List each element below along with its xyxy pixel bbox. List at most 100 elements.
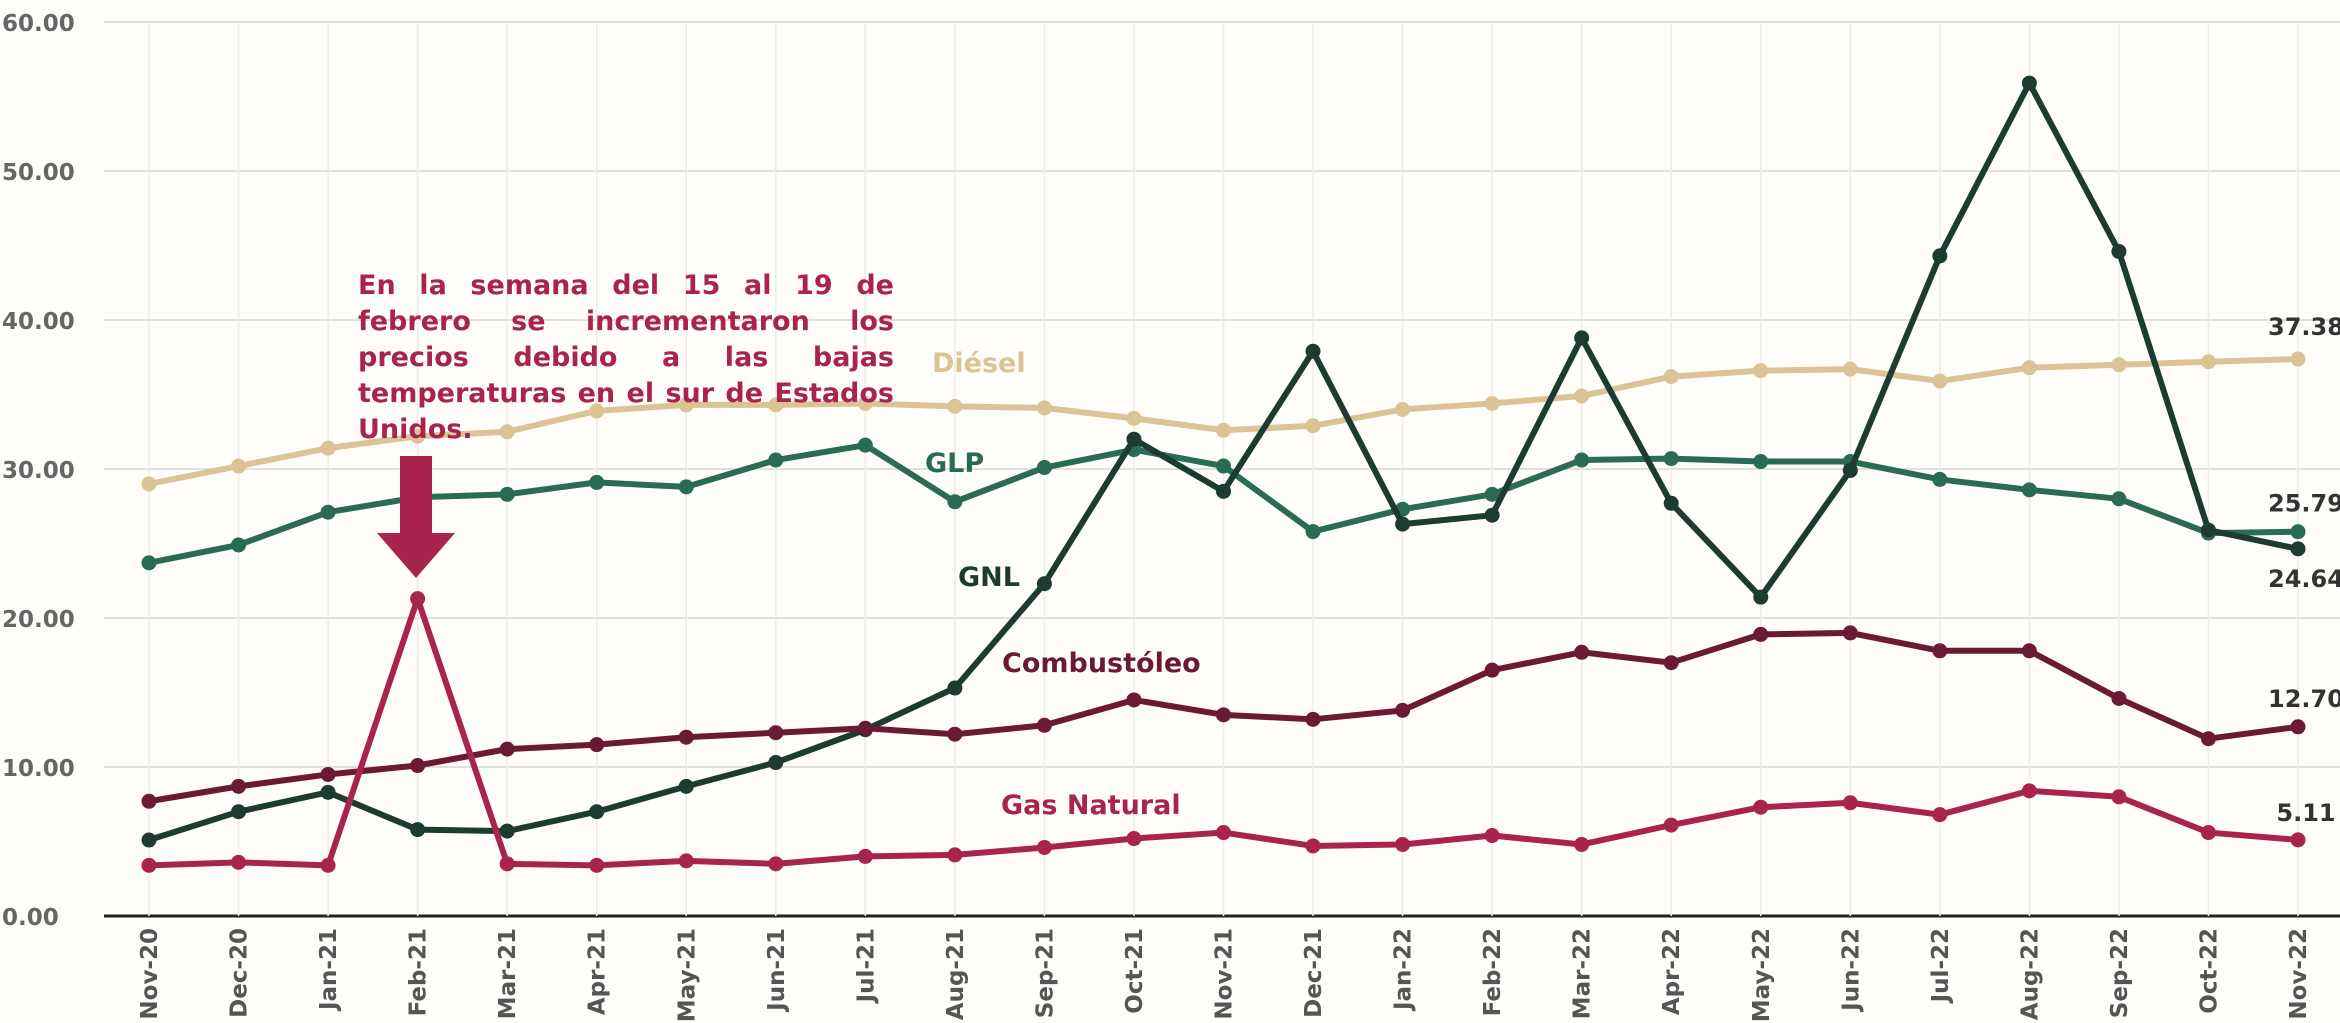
data-point: [1842, 625, 1858, 641]
data-point: [1574, 330, 1590, 346]
data-point: [1305, 418, 1321, 434]
data-point: [678, 479, 694, 495]
data-point: [1932, 248, 1948, 264]
data-point: [2111, 243, 2127, 259]
x-tick-label: May-21: [674, 928, 700, 1022]
y-tick-label: 20.00: [2, 607, 75, 633]
data-point: [1305, 343, 1321, 359]
data-point: [589, 474, 605, 490]
data-point: [1126, 431, 1142, 447]
x-tick-label: Dec-20: [227, 928, 253, 1018]
data-point: [1036, 839, 1052, 855]
data-point: [1305, 711, 1321, 727]
data-point: [857, 437, 873, 453]
data-point: [410, 822, 426, 838]
data-point: [2111, 789, 2127, 805]
data-point: [1932, 643, 1948, 659]
data-point: [320, 784, 336, 800]
data-point: [231, 458, 247, 474]
x-tick-label: Oct-22: [2196, 928, 2222, 1014]
data-point: [1216, 825, 1231, 841]
data-point: [2290, 719, 2306, 735]
data-point: [320, 440, 336, 456]
x-tick-label: Oct-21: [1122, 928, 1148, 1014]
x-tick-label: Feb-22: [1480, 928, 1506, 1016]
data-point: [2021, 783, 2037, 799]
annotation-arrow: [377, 456, 455, 578]
data-point: [1484, 486, 1500, 502]
data-point: [1036, 717, 1052, 733]
data-point: [141, 857, 157, 873]
data-point: [768, 755, 784, 771]
data-point: [1126, 692, 1142, 708]
data-point: [320, 504, 336, 520]
data-point: [1574, 452, 1590, 468]
data-point: [1932, 471, 1948, 487]
data-point: [1395, 836, 1411, 852]
data-point: [231, 778, 247, 794]
data-point: [1574, 388, 1590, 404]
data-point: [678, 729, 694, 745]
annotation: En la semana del 15 al 19 de febrero se …: [358, 270, 894, 445]
data-point: [499, 486, 515, 502]
series-label: GLP: [925, 448, 984, 479]
data-point: [1484, 507, 1500, 523]
data-point: [1395, 401, 1411, 417]
y-tick-label: 10.00: [2, 756, 75, 782]
data-point: [589, 857, 605, 873]
data-point: [947, 680, 963, 696]
data-point: [857, 848, 873, 864]
data-point: [231, 854, 247, 870]
x-tick-label: Sep-21: [1032, 928, 1058, 1018]
data-point: [2021, 643, 2037, 659]
labels: 0.00 10.00 20.00 30.00 40.00 50.00 60.00 Nov-20…: [2, 11, 2340, 1022]
x-tick-label: Mar-21: [495, 928, 521, 1019]
data-point: [1663, 495, 1679, 511]
data-point: [1036, 400, 1052, 416]
x-tick-label: Apr-22: [1659, 928, 1685, 1015]
data-point: [1663, 817, 1679, 833]
data-point: [768, 452, 784, 468]
x-tick-label: Dec-21: [1301, 928, 1327, 1018]
data-point: [231, 537, 247, 553]
data-point: [2021, 75, 2037, 91]
data-point: [2290, 524, 2306, 540]
y-tick-label: 60.00: [2, 11, 75, 37]
data-point: [589, 403, 605, 419]
data-point: [589, 737, 605, 753]
data-point: [1305, 838, 1321, 854]
data-point: [1036, 460, 1052, 476]
data-point: [857, 720, 873, 736]
x-tick-label: Jul-22: [1928, 928, 1954, 1004]
x-tick-label: Jan-22: [1391, 928, 1417, 1012]
x-tick-label: Jan-21: [316, 928, 342, 1012]
x-tick-label: Nov-20: [137, 928, 163, 1020]
x-tick-label: Sep-22: [2107, 928, 2133, 1018]
data-point: [768, 397, 784, 413]
y-tick-label: 0.00: [2, 905, 59, 931]
data-point: [678, 397, 694, 413]
data-point: [947, 847, 963, 863]
x-tick-label: Nov-21: [1212, 928, 1238, 1020]
x-tick-label: Jul-21: [853, 928, 879, 1004]
data-point: [1663, 451, 1679, 467]
data-point: [2021, 482, 2037, 498]
data-point: [499, 424, 515, 440]
y-tick-label: 50.00: [2, 160, 75, 186]
x-tick-label: May-22: [1749, 928, 1775, 1022]
data-point: [1216, 458, 1231, 474]
data-point: [2200, 354, 2216, 370]
data-point: [1574, 644, 1590, 660]
data-point: [768, 856, 784, 872]
value-label: 5.11: [2276, 799, 2335, 827]
data-point: [1753, 799, 1769, 815]
data-point: [1753, 626, 1769, 642]
data-point: [2111, 357, 2127, 373]
data-point: [1216, 422, 1231, 438]
data-point: [1842, 795, 1858, 811]
x-tick-label: Apr-21: [585, 928, 611, 1015]
x-tick-label: Aug-21: [943, 928, 969, 1020]
x-tick-label: Feb-21: [406, 928, 432, 1016]
data-point: [2290, 832, 2306, 848]
